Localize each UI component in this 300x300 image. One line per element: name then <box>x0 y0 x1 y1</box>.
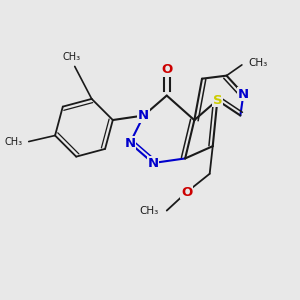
Text: N: N <box>124 136 136 150</box>
Text: N: N <box>238 88 249 100</box>
Text: N: N <box>147 157 158 169</box>
Text: CH₃: CH₃ <box>140 206 159 216</box>
Text: O: O <box>161 63 172 76</box>
Text: S: S <box>212 94 222 107</box>
Text: CH₃: CH₃ <box>63 52 81 62</box>
Text: O: O <box>181 186 192 199</box>
Text: N: N <box>138 109 149 122</box>
Text: CH₃: CH₃ <box>248 58 267 68</box>
Text: CH₃: CH₃ <box>4 136 22 147</box>
